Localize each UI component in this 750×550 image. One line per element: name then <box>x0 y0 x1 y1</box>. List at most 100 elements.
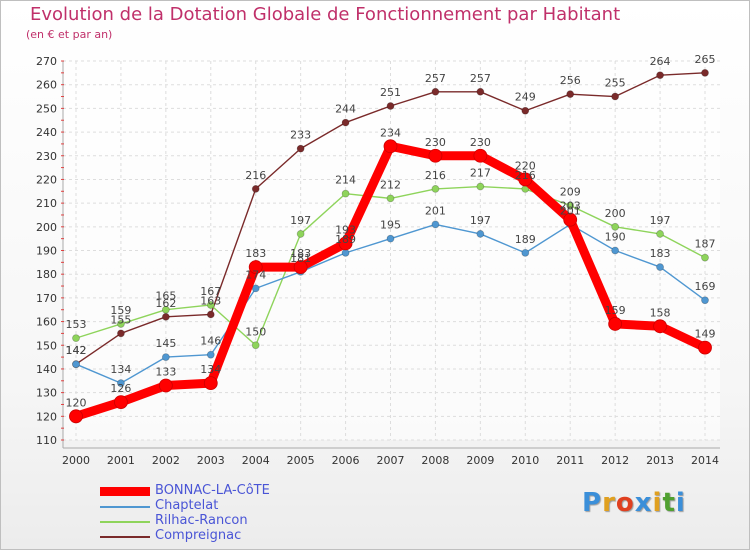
y-tick-label: 140 <box>36 363 57 376</box>
data-point <box>161 312 170 321</box>
data-point <box>251 284 260 293</box>
y-tick-label: 130 <box>36 387 57 400</box>
data-label: 142 <box>66 344 87 357</box>
data-point <box>431 185 440 193</box>
data-label: 165 <box>155 290 176 303</box>
data-label: 265 <box>695 53 716 66</box>
y-tick-label: 180 <box>36 268 57 281</box>
data-point <box>476 230 485 238</box>
data-label: 190 <box>605 231 626 244</box>
data-point <box>608 317 623 331</box>
y-tick-label: 240 <box>36 126 57 139</box>
data-point <box>72 334 80 343</box>
data-label: 197 <box>650 214 671 227</box>
data-point <box>296 230 305 238</box>
data-label: 193 <box>335 223 356 236</box>
data-label: 145 <box>155 337 176 350</box>
data-label: 209 <box>560 185 581 198</box>
chart-subtitle: (en € et par an) <box>26 28 113 41</box>
legend-label-chaptelat: Chaptelat <box>155 498 219 513</box>
data-point <box>296 144 305 153</box>
data-point <box>69 409 83 424</box>
data-label: 134 <box>110 363 131 376</box>
data-label: 133 <box>155 366 176 379</box>
data-label: 159 <box>110 304 131 317</box>
y-tick-label: 230 <box>36 150 57 163</box>
data-point <box>563 212 578 227</box>
data-label: 146 <box>200 335 221 348</box>
data-label: 142 <box>66 344 87 357</box>
data-point <box>117 379 125 388</box>
data-point <box>114 395 128 410</box>
data-point <box>521 248 530 257</box>
data-point <box>72 360 80 369</box>
data-point <box>701 253 709 262</box>
data-label: 203 <box>560 200 581 213</box>
data-label: 158 <box>650 306 671 319</box>
y-tick-label: 250 <box>36 102 57 115</box>
y-tick-label: 200 <box>36 221 57 234</box>
data-point <box>431 220 440 229</box>
x-tick-label: 2000 <box>62 454 90 467</box>
data-point <box>611 92 620 101</box>
x-tick-label: 2014 <box>691 454 719 467</box>
x-tick-label: 2006 <box>332 454 360 467</box>
data-point <box>428 148 443 163</box>
x-tick-label: 2008 <box>421 454 449 467</box>
legend-label-bonnac: BONNAC-LA-CôTE <box>155 483 270 498</box>
data-label: 244 <box>335 103 356 116</box>
data-label: 163 <box>200 294 221 307</box>
y-tick-label: 220 <box>36 173 57 186</box>
data-point <box>251 185 260 193</box>
data-label: 257 <box>425 72 446 85</box>
data-point <box>203 376 218 391</box>
logo-letter: r <box>602 488 616 518</box>
data-point <box>248 260 263 274</box>
data-label: 155 <box>110 313 131 326</box>
data-label: 200 <box>605 207 626 220</box>
data-point <box>566 201 575 210</box>
data-point <box>656 71 664 80</box>
data-point <box>158 378 173 393</box>
data-point <box>117 329 125 338</box>
logo-letter: i <box>652 488 663 518</box>
data-label: 181 <box>290 252 311 265</box>
data-label: 255 <box>605 77 626 90</box>
x-tick-label: 2011 <box>556 454 584 467</box>
data-point <box>656 230 664 238</box>
data-label: 264 <box>650 55 671 68</box>
data-point <box>386 194 395 203</box>
data-point <box>611 246 620 255</box>
data-point <box>476 87 485 96</box>
data-point <box>386 102 395 110</box>
data-point <box>206 350 215 359</box>
data-point <box>611 222 620 231</box>
x-tick-label: 2005 <box>287 454 315 467</box>
legend-swatch-rilhac <box>100 521 150 523</box>
data-point <box>476 182 485 191</box>
legend-swatch-compreignac <box>100 536 150 538</box>
logo-letter: o <box>615 488 635 518</box>
data-point <box>566 90 575 99</box>
data-point <box>518 172 533 187</box>
chart-title: Evolution de la Dotation Globale de Fonc… <box>30 4 621 25</box>
data-point <box>701 296 709 305</box>
data-point <box>161 353 170 361</box>
data-label: 159 <box>605 304 626 317</box>
data-point <box>117 320 125 328</box>
legend-swatch-chaptelat <box>100 506 150 508</box>
data-label: 134 <box>200 363 221 376</box>
data-point <box>431 87 440 96</box>
data-label: 256 <box>560 74 581 87</box>
logo-letter: t <box>662 488 676 518</box>
data-label: 197 <box>290 214 311 227</box>
data-label: 220 <box>515 159 536 172</box>
data-label: 249 <box>515 91 536 104</box>
data-point <box>698 340 712 355</box>
logo-letter: P <box>582 488 603 518</box>
data-label: 183 <box>290 247 311 260</box>
data-label: 217 <box>470 167 491 180</box>
y-tick-label: 170 <box>36 292 57 305</box>
x-tick-label: 2001 <box>107 454 135 467</box>
